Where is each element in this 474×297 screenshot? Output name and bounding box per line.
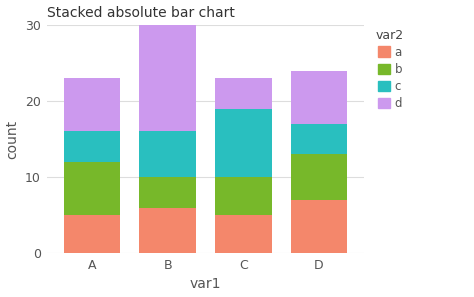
Bar (64, 215, 120, 253)
Bar (215, 109, 272, 177)
Bar (139, 177, 196, 208)
Bar (215, 78, 272, 109)
X-axis label: var1: var1 (190, 277, 221, 291)
Bar (291, 154, 347, 200)
Bar (215, 215, 272, 253)
Bar (291, 71, 347, 124)
Text: Stacked absolute bar chart: Stacked absolute bar chart (46, 6, 235, 20)
Bar (139, 208, 196, 253)
Bar (291, 200, 347, 253)
Bar (215, 177, 272, 215)
Legend: a, b, c, d: a, b, c, d (374, 26, 406, 113)
Bar (64, 78, 120, 132)
Bar (139, 132, 196, 177)
Bar (291, 124, 347, 154)
Bar (64, 162, 120, 215)
Bar (139, 25, 196, 132)
Bar (64, 132, 120, 162)
Y-axis label: count: count (6, 120, 19, 159)
